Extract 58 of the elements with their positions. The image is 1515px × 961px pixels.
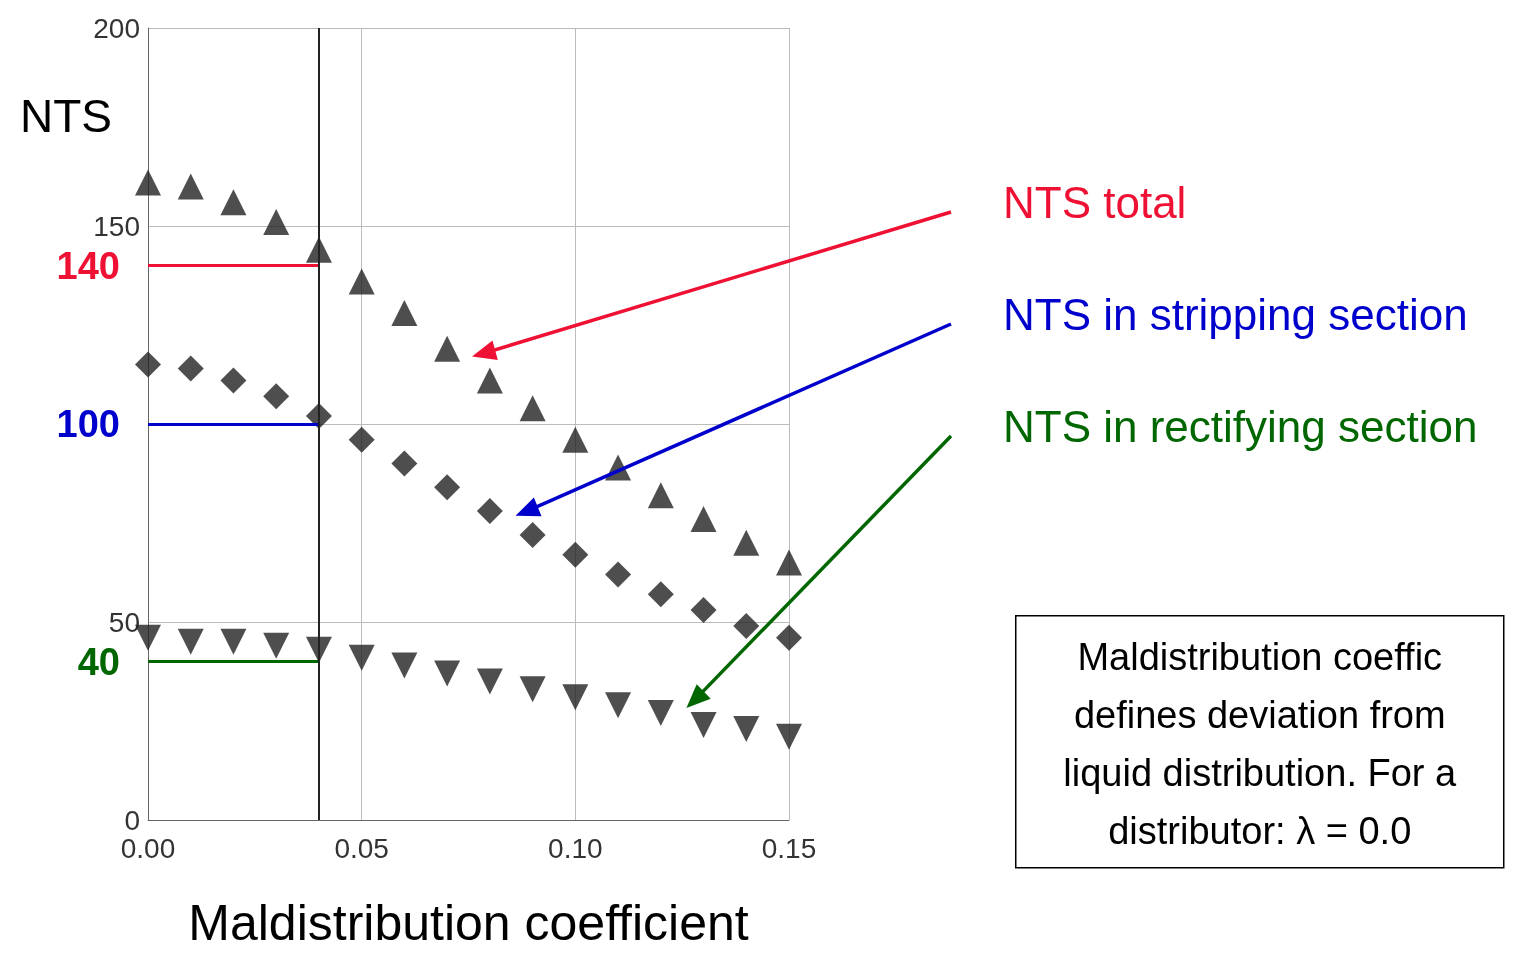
point xyxy=(135,351,161,378)
text: NTS total xyxy=(1003,177,1187,227)
point xyxy=(434,660,461,687)
y-tick-label: 200 xyxy=(93,12,140,44)
point xyxy=(177,173,204,200)
text: NTS in rectifying section xyxy=(1003,401,1478,451)
x-axis-title: Maldistribution coefficient xyxy=(188,895,749,951)
point xyxy=(519,676,546,703)
point xyxy=(733,715,760,742)
point xyxy=(733,612,760,639)
point xyxy=(391,450,418,477)
point xyxy=(605,692,632,719)
x-tick-label: 0.15 xyxy=(761,832,817,864)
point xyxy=(348,426,375,453)
point xyxy=(690,597,717,624)
x-tick-label: 0.05 xyxy=(334,832,389,864)
point xyxy=(647,482,674,509)
point xyxy=(776,723,802,750)
point xyxy=(776,549,802,576)
point xyxy=(605,561,632,588)
point xyxy=(690,506,717,533)
point xyxy=(434,474,461,501)
point xyxy=(562,426,589,453)
point xyxy=(562,541,589,568)
point xyxy=(177,628,204,655)
point xyxy=(220,189,247,216)
point xyxy=(690,711,717,738)
point xyxy=(562,684,589,711)
text: NTS in stripping section xyxy=(1003,289,1468,339)
point xyxy=(220,367,247,394)
point xyxy=(348,644,375,671)
point xyxy=(519,521,546,548)
ref-line-label: 40 xyxy=(77,640,120,683)
ref-line-label: 100 xyxy=(56,403,120,445)
point xyxy=(519,395,546,422)
point xyxy=(476,367,503,394)
y-axis-title: NTS xyxy=(20,90,112,142)
point xyxy=(263,209,290,236)
text: Maldistribution coeffic defines deviation from liquid distribution. For a distributor: λ = 0.0 xyxy=(1063,635,1458,852)
point xyxy=(647,581,674,608)
point xyxy=(391,300,418,327)
point xyxy=(135,169,161,196)
x-tick-label: 0.10 xyxy=(548,832,603,864)
y-tick-label: 50 xyxy=(108,606,140,638)
point xyxy=(263,383,290,410)
point xyxy=(391,652,418,679)
point xyxy=(647,700,674,727)
point xyxy=(733,529,760,556)
point xyxy=(177,355,204,382)
point xyxy=(348,268,375,295)
ref-line-label: 140 xyxy=(56,244,120,287)
point xyxy=(476,668,503,695)
point xyxy=(220,628,247,655)
point xyxy=(434,335,461,362)
point xyxy=(476,498,503,525)
y-tick-label: 150 xyxy=(93,210,140,242)
point xyxy=(263,632,290,659)
point xyxy=(776,624,802,651)
